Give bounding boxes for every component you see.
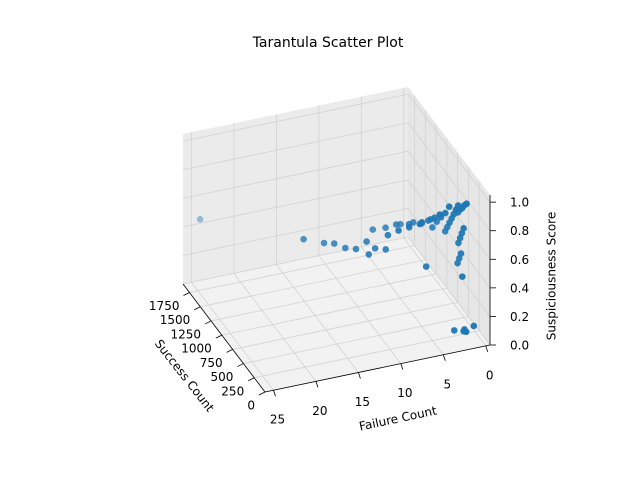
data-point <box>365 251 373 258</box>
data-point <box>450 327 458 334</box>
data-point <box>445 203 453 211</box>
data-point <box>458 273 466 280</box>
grid-line <box>232 301 458 350</box>
y-tick <box>358 372 361 379</box>
data-point <box>416 220 424 228</box>
y-tick-label: 15 <box>355 395 370 409</box>
data-point <box>442 209 449 217</box>
data-point <box>392 221 400 228</box>
z-tick-label: 0.4 <box>510 281 529 295</box>
side-pane <box>408 87 490 345</box>
grid-line <box>233 273 317 382</box>
y-tick <box>273 390 276 397</box>
x-tick-label: 1500 <box>160 313 191 327</box>
data-point <box>405 223 413 231</box>
grid-line <box>407 179 491 289</box>
data-point <box>436 211 444 218</box>
grid-line <box>210 273 437 322</box>
data-point <box>300 235 307 243</box>
data-point <box>320 239 328 247</box>
grid-line <box>182 208 409 256</box>
grid-line <box>407 122 491 231</box>
data-point <box>455 239 462 247</box>
data-point <box>382 246 390 253</box>
data-point <box>422 263 430 270</box>
y-tick <box>400 363 404 370</box>
data-point <box>369 226 377 233</box>
grid-line <box>200 259 426 308</box>
data-point <box>196 216 204 223</box>
grid-line <box>182 236 409 285</box>
grid-line <box>182 179 409 228</box>
grid-line <box>360 246 444 355</box>
data-point <box>342 244 349 252</box>
x-tick-label: 750 <box>200 356 223 370</box>
floor-pane <box>183 237 490 392</box>
y-tick-label: 5 <box>443 377 451 391</box>
y-tick-label: 10 <box>397 386 412 400</box>
y-tick-label: 20 <box>312 404 327 418</box>
data-point <box>363 238 370 245</box>
grid-line <box>276 264 359 373</box>
z-tick-label: 0.6 <box>510 253 529 267</box>
y-tick-label: 25 <box>270 413 285 427</box>
data-point <box>462 328 470 336</box>
x-tick-label: 0 <box>247 399 255 413</box>
grid-line <box>182 93 409 142</box>
grid-line <box>221 287 447 336</box>
grid-line <box>243 316 469 364</box>
x-tick-label: 1750 <box>149 299 180 313</box>
grid-line <box>182 150 409 199</box>
x-tick-label: 500 <box>211 370 234 384</box>
grid-line <box>191 281 274 391</box>
x-tick <box>237 363 244 367</box>
y-tick <box>485 345 489 353</box>
x-tick <box>258 391 266 396</box>
x-tick <box>194 306 201 311</box>
x-axis-line <box>182 283 266 393</box>
data-point <box>330 240 338 247</box>
chart-title: Tarantula Scatter Plot <box>252 35 404 51</box>
z-tick-label: 0.2 <box>510 310 529 324</box>
x-tick <box>183 292 190 296</box>
z-axis-label: Suspiciousness Score <box>545 212 559 340</box>
y-axis-line <box>264 344 491 393</box>
data-point <box>454 259 461 267</box>
data-point <box>371 245 379 252</box>
data-point <box>395 227 402 234</box>
x-tick <box>248 377 255 382</box>
back-pane <box>183 87 408 284</box>
data-point <box>427 216 434 223</box>
grid-line <box>318 255 402 364</box>
data-point <box>382 224 389 232</box>
z-tick-label: 1.0 <box>510 196 529 210</box>
data-point <box>352 245 360 253</box>
x-tick-label: 250 <box>221 384 244 398</box>
x-tick <box>226 349 233 353</box>
grid-line <box>182 122 409 171</box>
y-tick <box>315 381 319 388</box>
y-tick <box>442 354 446 361</box>
grid-line <box>254 330 480 379</box>
x-tick-label: 1250 <box>171 327 202 341</box>
x-tick <box>204 320 212 325</box>
grid-line <box>407 93 491 203</box>
z-tick-label: 0.8 <box>510 224 529 238</box>
x-tick-label: 1000 <box>181 342 212 356</box>
y-tick-label: 0 <box>486 368 494 382</box>
grid-line <box>189 245 415 293</box>
data-point <box>441 228 449 235</box>
z-tick-label: 0.0 <box>510 339 529 353</box>
data-point <box>470 322 478 330</box>
data-point <box>384 231 392 239</box>
x-tick <box>215 334 223 339</box>
data-point <box>429 224 436 231</box>
